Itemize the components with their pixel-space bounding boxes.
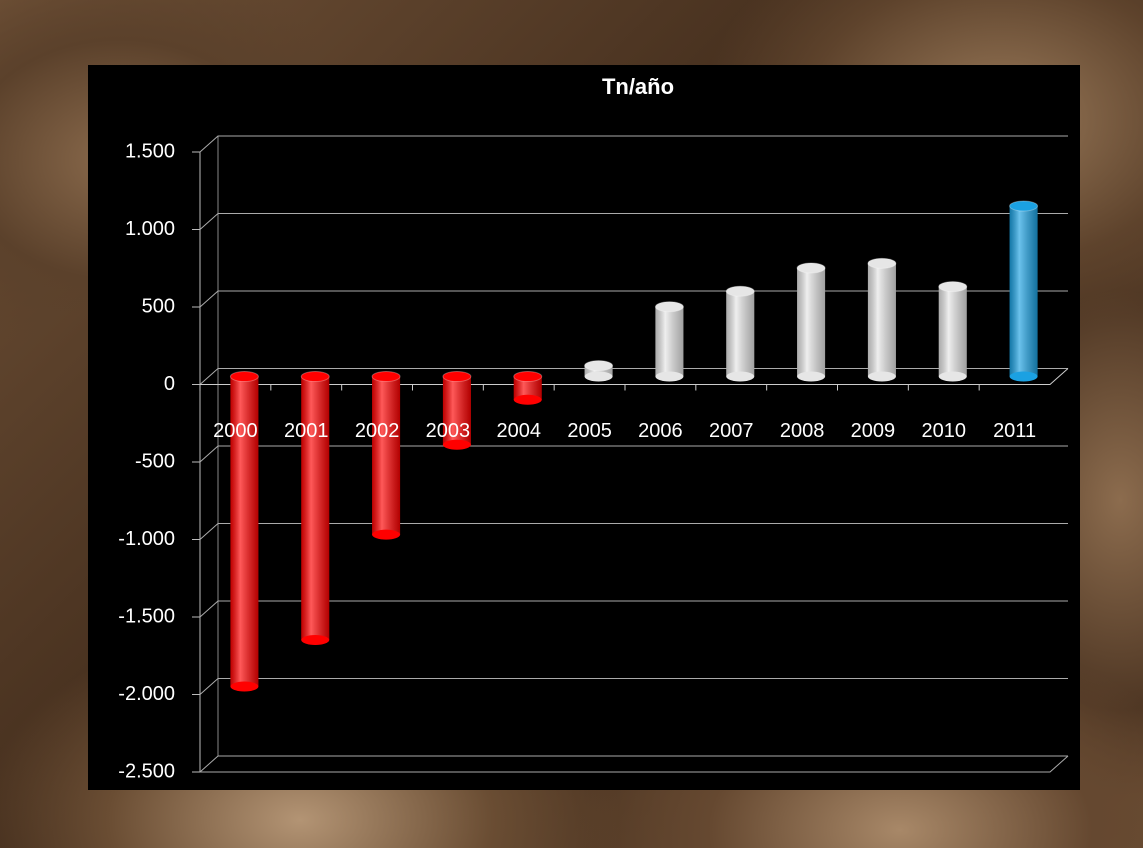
bar-cap xyxy=(654,301,684,313)
grid-line xyxy=(199,523,1068,540)
x-tick-label: 2006 xyxy=(638,420,683,442)
x-tick-label: 2005 xyxy=(567,420,612,442)
bar-cap xyxy=(938,281,968,293)
bar-cap xyxy=(513,371,543,382)
bar-base xyxy=(938,371,967,382)
bar-base xyxy=(1009,371,1038,382)
bar-base xyxy=(584,371,613,382)
bar-shade xyxy=(230,376,259,687)
bar-cap xyxy=(371,371,401,382)
bar-base xyxy=(513,394,542,405)
bar-cap xyxy=(1009,200,1039,212)
bar-shade xyxy=(1009,206,1038,377)
y-tick-label: -1.000 xyxy=(118,528,175,550)
bar-shade xyxy=(513,376,542,400)
bar-cap xyxy=(867,257,897,269)
bar-cap xyxy=(300,371,330,382)
bar-shade xyxy=(797,268,826,377)
x-tick-label: 2000 xyxy=(213,420,258,442)
x-tick-label: 2007 xyxy=(709,420,754,442)
bar-base xyxy=(442,439,471,450)
y-tick-label: -2.000 xyxy=(118,683,175,705)
bar-cap xyxy=(796,262,826,274)
grid-line xyxy=(199,135,1068,153)
bar-base xyxy=(726,371,755,382)
y-tick-label: -2.500 xyxy=(118,760,175,782)
x-tick-label: 2010 xyxy=(922,420,967,442)
bar-shade xyxy=(938,286,967,377)
bar-base xyxy=(230,681,259,692)
grid-line xyxy=(199,600,1068,618)
floor-edge xyxy=(200,755,1069,773)
grid-line xyxy=(199,368,1068,385)
x-tick-label: 2002 xyxy=(355,420,400,442)
y-tick-label: -1.500 xyxy=(118,605,175,627)
bar-base xyxy=(301,635,330,645)
y-tick-label: 500 xyxy=(142,295,175,317)
bar-base xyxy=(867,371,896,382)
bar-shade xyxy=(655,306,684,377)
grid-line xyxy=(199,290,1068,308)
bar-cap xyxy=(229,371,259,382)
bar-shade xyxy=(867,263,896,377)
x-tick-label: 2008 xyxy=(780,420,825,442)
bar-shade xyxy=(726,291,755,377)
x-tick-label: 2009 xyxy=(851,420,896,442)
bar-shade xyxy=(372,376,401,535)
bar-base xyxy=(655,371,684,382)
bar-shade xyxy=(442,376,471,445)
bar-cap xyxy=(725,285,755,297)
grid-line xyxy=(199,678,1068,695)
y-tick-label: -500 xyxy=(135,450,175,472)
x-tick-label: 2001 xyxy=(284,420,329,442)
bar-cap xyxy=(584,360,614,372)
x-tick-label: 2004 xyxy=(497,420,542,442)
bar-base xyxy=(797,371,826,382)
chart-title: Tn/año xyxy=(602,74,674,99)
x-tick-label: 2011 xyxy=(993,420,1036,442)
x-tick-label: 2003 xyxy=(426,420,471,442)
y-tick-label: 0 xyxy=(164,373,175,395)
grid-line xyxy=(199,213,1068,230)
bar-base xyxy=(372,529,401,540)
bar-cap xyxy=(442,371,472,382)
bar-shade xyxy=(301,376,330,640)
y-tick-label: 1.000 xyxy=(125,218,175,240)
grid-line xyxy=(199,445,1068,463)
bar-shade xyxy=(584,365,613,377)
y-tick-label: 1.500 xyxy=(125,140,175,162)
grid-line xyxy=(199,755,1068,773)
